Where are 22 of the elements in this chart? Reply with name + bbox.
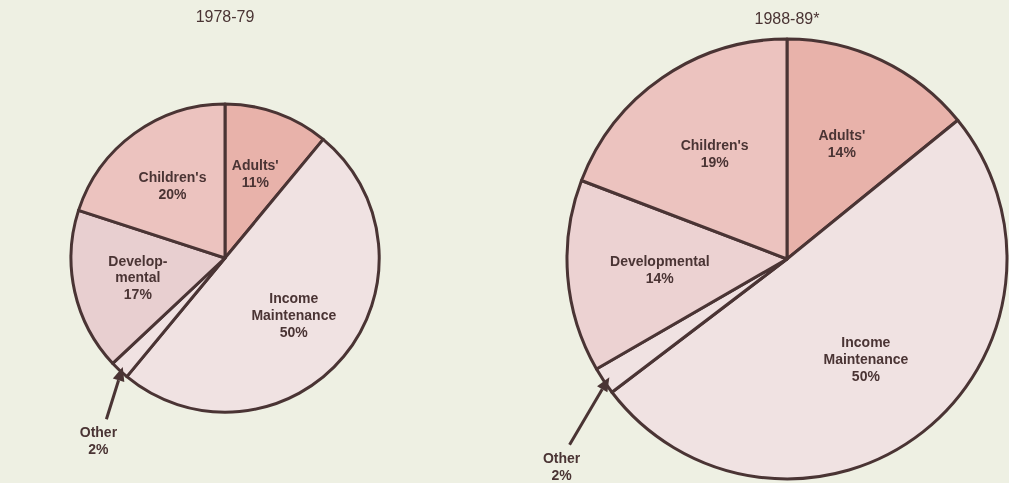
data-label: 11%	[241, 174, 270, 191]
chart-title: 1978-79	[195, 8, 255, 25]
data-label: 2%	[551, 466, 573, 483]
data-label: 50%	[851, 368, 881, 385]
data-label: 14%	[645, 269, 675, 286]
data-label: 17%	[123, 286, 153, 303]
data-label: 14%	[827, 144, 857, 161]
slice-label: Adults'	[818, 127, 866, 144]
slice-label: Adults'	[231, 157, 279, 174]
slice-label: Children's	[138, 169, 207, 186]
data-label: 19%	[700, 154, 730, 171]
slice-label: Develop- mental	[108, 252, 168, 286]
data-label: 20%	[158, 186, 188, 203]
chart-title: 1988-89*	[754, 10, 820, 27]
slice-label: Other	[542, 449, 581, 466]
slice-label: Developmental	[610, 252, 710, 269]
slice-label: Other	[79, 424, 118, 441]
slice-label: Income Maintenance	[823, 334, 909, 368]
slice-label: Income Maintenance	[251, 289, 337, 323]
data-label: 2%	[88, 441, 110, 458]
data-label: 50%	[279, 323, 309, 340]
slice-label: Children's	[680, 137, 749, 154]
